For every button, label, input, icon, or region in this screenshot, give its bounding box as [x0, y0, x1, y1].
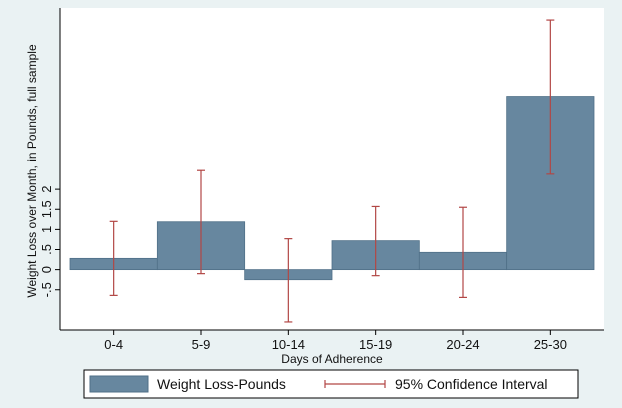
legend-swatch-ci: [324, 380, 386, 388]
x-tick-label: 25-30: [534, 337, 567, 352]
y-tick-label: -.5: [39, 282, 54, 297]
y-tick-label: 1: [39, 226, 54, 233]
ci-bar-10-14: [284, 238, 293, 323]
x-tick-label: 5-9: [192, 337, 211, 352]
y-tick-label: .5: [39, 244, 54, 255]
y-tick-label: 1.5: [39, 200, 54, 218]
ci-bar-5-9: [197, 169, 205, 275]
legend: Weight Loss-Pounds 95% Confidence Interv…: [83, 369, 579, 399]
y-tick-label: 2: [39, 186, 54, 193]
x-tick-label: 0-4: [104, 337, 123, 352]
ci-bar-20-24: [459, 206, 467, 298]
x-tick-label: 15-19: [359, 337, 392, 352]
x-tick-label: 20-24: [446, 337, 479, 352]
legend-label-bar: Weight Loss-Pounds: [157, 376, 286, 392]
x-tick-label: 10-14: [272, 337, 305, 352]
ci-bar-0-4: [109, 220, 118, 296]
legend-swatch-bar: [89, 375, 149, 393]
x-axis-title: Days of Adherence: [281, 352, 383, 366]
y-tick-label: 0: [39, 266, 54, 273]
ci-bar-15-19: [371, 205, 380, 277]
ci-bar-25-30: [546, 19, 555, 175]
y-axis-title: Weight Loss over Month, in Pounds, full …: [25, 44, 39, 298]
legend-label-ci: 95% Confidence Interval: [395, 376, 548, 392]
